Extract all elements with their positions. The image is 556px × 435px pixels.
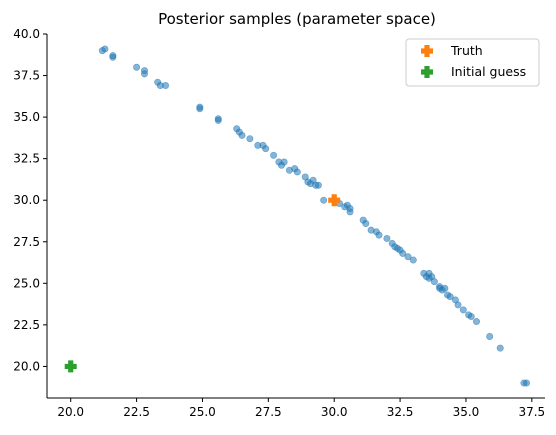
legend-truth-marker <box>421 45 433 57</box>
initial-guess-marker <box>64 360 77 373</box>
x-tick-label: 22.5 <box>123 405 150 419</box>
y-tick-label: 40.0 <box>13 27 40 41</box>
legend: Truth Initial guess <box>405 38 540 87</box>
x-tick-label: 35.0 <box>453 405 480 419</box>
sample-point <box>496 344 504 352</box>
sample-point <box>399 249 407 257</box>
sample-point <box>140 70 148 78</box>
y-tick-label: 20.0 <box>13 359 40 373</box>
sample-point <box>246 135 254 143</box>
sample-point <box>314 181 322 189</box>
sample-point <box>383 234 391 242</box>
sample-point <box>196 105 204 113</box>
sample-point <box>454 301 462 309</box>
y-tick-label: 27.5 <box>13 235 40 249</box>
x-tick-label: 20.0 <box>57 405 84 419</box>
sample-point <box>238 131 246 139</box>
legend-label-initial-guess: Initial guess <box>451 64 526 79</box>
sample-point <box>346 208 354 216</box>
sample-point <box>467 313 475 321</box>
x-tick-label: 25.0 <box>189 405 216 419</box>
sample-point <box>409 256 417 264</box>
sample-point <box>472 318 480 326</box>
legend-frame <box>405 38 540 87</box>
x-tick-label: 32.5 <box>387 405 414 419</box>
sample-point <box>486 333 494 341</box>
y-tick-label: 32.5 <box>13 152 40 166</box>
legend-label-truth: Truth <box>450 43 483 58</box>
y-tick-label: 22.5 <box>13 318 40 332</box>
sample-point <box>404 253 412 261</box>
y-tick-label: 25.0 <box>13 276 40 290</box>
sample-point <box>446 293 454 301</box>
legend-initial-guess-marker <box>421 66 433 78</box>
sample-point <box>441 284 449 292</box>
sample-point <box>375 231 383 239</box>
sample-point <box>109 52 117 60</box>
sample-point <box>162 82 170 90</box>
sample-point <box>459 306 467 314</box>
sample-point <box>214 116 222 124</box>
y-tick-label: 37.5 <box>13 69 40 83</box>
x-tick-label: 37.5 <box>518 405 545 419</box>
sample-point <box>133 63 141 71</box>
sample-point <box>262 145 270 153</box>
sample-point <box>320 196 328 204</box>
sample-point <box>101 45 109 53</box>
sample-point <box>523 379 531 387</box>
sample-point <box>362 219 370 227</box>
sample-point <box>293 168 301 176</box>
sample-point <box>280 158 288 166</box>
sample-point <box>270 151 278 159</box>
x-tick-label: 27.5 <box>255 405 282 419</box>
y-tick-label: 30.0 <box>13 193 40 207</box>
y-tick-label: 35.0 <box>13 110 40 124</box>
axes: 20.0 22.5 25.0 27.5 30.0 32.5 35.0 37.5 20.0 22.5… <box>13 27 545 419</box>
x-tick-label: 30.0 <box>321 405 348 419</box>
truth-marker <box>328 194 341 207</box>
points-layer <box>64 45 531 387</box>
chart-title: Posterior samples (parameter space) <box>158 10 436 28</box>
sample-point <box>430 278 438 286</box>
